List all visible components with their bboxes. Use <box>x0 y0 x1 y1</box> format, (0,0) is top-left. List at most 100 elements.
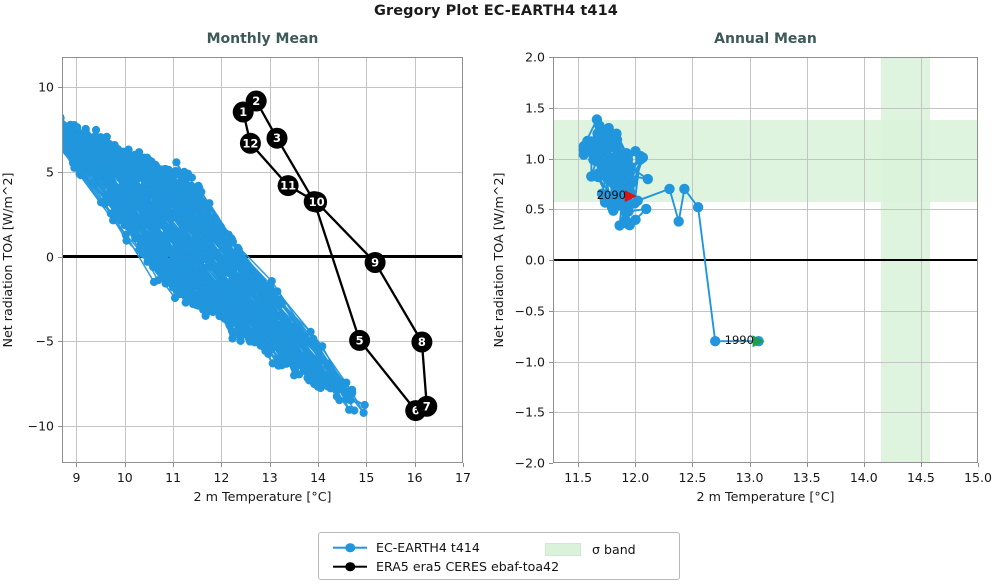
y-tick-label: 2.0 <box>525 49 545 65</box>
gridline-vertical <box>269 57 271 463</box>
gridline-vertical <box>124 57 126 463</box>
gridline-vertical <box>318 57 320 463</box>
x-tick-label: 14.5 <box>906 470 935 485</box>
legend-item-model[interactable]: EC-EARTH4 t414 <box>333 540 480 555</box>
svg-text:11: 11 <box>280 179 296 193</box>
x-tick-label: 17 <box>455 470 471 485</box>
y-tick <box>549 158 553 160</box>
y-tick <box>549 412 553 414</box>
legend-patch-sigma-icon <box>545 543 581 556</box>
y-axis-label: Net radiation TOA [W/m^2] <box>491 172 506 348</box>
x-tick-label: 13 <box>261 470 278 485</box>
x-axis-label: 2 m Temperature [°C] <box>193 489 332 504</box>
plot-area-monthly[interactable]: 123456789101112 <box>62 57 463 463</box>
y-tick-label: −5 <box>35 333 54 349</box>
x-tick <box>978 463 979 467</box>
x-tick-label: 12.0 <box>621 470 650 485</box>
svg-text:3: 3 <box>273 131 281 145</box>
y-tick-label: 10 <box>38 79 54 95</box>
x-tick <box>124 463 126 467</box>
x-tick <box>463 463 464 467</box>
x-tick <box>578 463 580 467</box>
gridline-horizontal <box>553 361 978 363</box>
svg-text:5: 5 <box>356 333 364 347</box>
y-tick-label: −2.0 <box>514 455 545 471</box>
x-tick <box>920 463 922 467</box>
legend-item-sigma-band[interactable]: σ band <box>545 542 636 557</box>
x-tick <box>692 463 694 467</box>
y-tick-label: 0 <box>46 249 54 265</box>
legend-item-reference[interactable]: ERA5 era5 CERES ebaf-toa42 <box>333 559 559 574</box>
x-tick-label: 14.0 <box>849 470 878 485</box>
x-tick-label: 16 <box>406 470 423 485</box>
y-tick <box>549 361 553 363</box>
gridline-horizontal <box>553 107 978 109</box>
figure-title: Gregory Plot EC-EARTH4 t414 <box>373 3 619 19</box>
gridline-horizontal <box>553 412 978 414</box>
y-tick-label: −1.0 <box>514 354 545 369</box>
x-axis-label: 2 m Temperature [°C] <box>696 489 835 504</box>
y-tick <box>549 107 553 109</box>
svg-text:6: 6 <box>412 404 420 418</box>
x-tick-label: 12.5 <box>678 470 707 485</box>
y-tick <box>58 425 62 427</box>
gridline-horizontal <box>553 209 978 211</box>
series-layer-monthly: 123456789101112 <box>62 90 438 422</box>
y-tick-label: 0.0 <box>525 252 545 268</box>
x-tick <box>366 463 368 467</box>
legend-label-model: EC-EARTH4 t414 <box>376 540 480 555</box>
x-tick-label: 14 <box>310 470 326 485</box>
legend-marker-reference-icon <box>333 561 367 573</box>
gridline-vertical <box>76 57 78 463</box>
svg-text:8: 8 <box>418 335 426 349</box>
plot-area-annual[interactable]: 2090 1990 <box>553 57 978 463</box>
annotation-1990: 1990 <box>724 333 754 348</box>
annotation-2090: 2090 <box>596 188 626 203</box>
legend: EC-EARTH4 t414 ERA5 era5 CERES ebaf-toa4… <box>318 532 680 580</box>
y-tick <box>549 260 553 261</box>
gridline-horizontal <box>62 87 463 89</box>
x-tick-label: 13.0 <box>735 470 764 485</box>
y-tick-label: −1.5 <box>514 404 545 420</box>
gridline-horizontal <box>62 172 463 174</box>
y-tick <box>58 87 62 89</box>
y-tick <box>58 256 62 258</box>
x-tick <box>269 463 271 467</box>
svg-text:2: 2 <box>252 94 260 108</box>
svg-text:7: 7 <box>423 399 431 413</box>
gridline-vertical <box>414 57 416 463</box>
svg-text:10: 10 <box>309 195 325 209</box>
y-tick-label: 1.0 <box>525 151 545 166</box>
y-tick <box>58 172 62 174</box>
gridline-horizontal <box>553 158 978 160</box>
x-tick-label: 12 <box>213 470 230 485</box>
y-tick-label: −10 <box>27 418 54 434</box>
x-tick-label: 11.5 <box>564 470 593 485</box>
x-tick <box>635 463 637 467</box>
y-tick <box>549 57 553 58</box>
x-tick-label: 11 <box>165 470 182 485</box>
x-tick <box>318 463 320 467</box>
y-tick <box>549 310 553 312</box>
x-tick <box>863 463 865 467</box>
x-tick <box>414 463 416 467</box>
panel-monthly-mean: Monthly Mean 123456789101112 91011121314… <box>0 31 471 504</box>
panel-annual-mean: Annual Mean 2090 1990 11.5 12.0 12.5 13.0 13.… <box>491 31 992 504</box>
zero-reference-line <box>62 255 463 258</box>
y-tick-label: 5 <box>46 164 54 180</box>
gridline-horizontal <box>62 425 463 427</box>
svg-text:1: 1 <box>239 105 247 119</box>
y-tick-label: 1.5 <box>525 100 545 116</box>
x-tick <box>806 463 808 467</box>
y-tick <box>549 209 553 211</box>
x-tick <box>76 463 78 467</box>
y-tick-label: −0.5 <box>514 303 545 319</box>
legend-label-sigma: σ band <box>592 542 636 557</box>
x-tick-label: 10 <box>116 470 133 485</box>
x-tick-label: 13.5 <box>792 470 821 485</box>
series-layer-annual <box>578 114 765 348</box>
y-tick <box>549 463 553 464</box>
x-tick-label: 15.0 <box>964 470 992 485</box>
svg-text:9: 9 <box>371 256 379 270</box>
